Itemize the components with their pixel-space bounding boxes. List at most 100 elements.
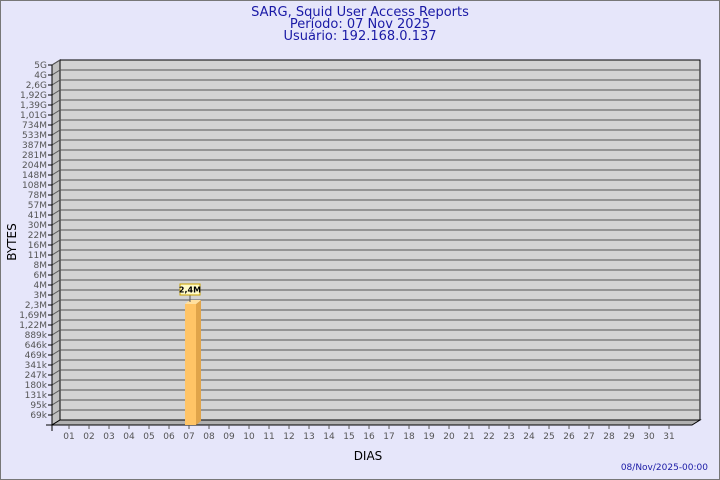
gridline-side [51, 259, 61, 266]
y-tick-label: 57M [28, 201, 47, 211]
gridline-side [51, 69, 61, 76]
y-tick-label: 78M [28, 191, 47, 201]
x-tick-label: 13 [303, 432, 314, 442]
y-tick-label: 889k [25, 331, 48, 341]
y-tick-label: 247k [25, 371, 48, 381]
gridline-side [51, 199, 61, 206]
y-tick-label: 108M [22, 181, 47, 191]
gridline-side [51, 179, 61, 186]
y-tick-label: 2,6G [26, 81, 47, 91]
y-tick-label: 131k [25, 391, 48, 401]
x-tick-label: 15 [343, 432, 354, 442]
gridline-side [51, 389, 61, 396]
x-tick-label: 27 [583, 432, 594, 442]
data-label-box [179, 283, 201, 296]
x-tick-label: 21 [463, 432, 474, 442]
y-tick-label: 4G [34, 71, 47, 81]
y-axis-label: BYTES [5, 223, 19, 260]
gridline-side [51, 409, 61, 416]
y-tick-label: 387M [22, 141, 47, 151]
x-tick-label: 04 [123, 432, 135, 442]
y-tick-label: 22M [28, 231, 47, 241]
x-tick-label: 03 [103, 432, 114, 442]
gridline-side [51, 359, 61, 366]
gridline-side [51, 299, 61, 306]
x-tick-label: 26 [563, 432, 575, 442]
gridline-side [51, 349, 61, 356]
data-label: 2,4M [179, 285, 201, 294]
gridline-side [51, 189, 61, 196]
x-tick-label: 24 [523, 432, 535, 442]
gridline-side [51, 339, 61, 346]
gridline-side [51, 149, 61, 156]
chart-title: SARG, Squid User Access Reports [251, 5, 469, 20]
y-tick-label: 1,39G [20, 101, 47, 111]
y-tick-label: 16M [28, 241, 47, 251]
gridline-side [51, 169, 61, 176]
y-tick-label: 11M [28, 251, 47, 261]
x-tick-label: 09 [223, 432, 235, 442]
y-tick-label: 2,3M [25, 301, 47, 311]
x-tick-label: 28 [603, 432, 615, 442]
y-tick-label: 734M [22, 121, 47, 131]
y-tick-label: 3M [34, 291, 48, 301]
x-tick-label: 23 [503, 432, 514, 442]
gridline-side [51, 59, 61, 66]
x-tick-label: 22 [483, 432, 494, 442]
y-tick-label: 41M [28, 211, 47, 221]
gridline-side [51, 309, 61, 316]
gridline-side [51, 249, 61, 256]
x-tick-label: 01 [63, 432, 74, 442]
gridline-side [51, 159, 61, 166]
y-tick-label: 1,01G [20, 111, 47, 121]
y-tick-label: 6M [34, 271, 48, 281]
x-tick-label: 07 [183, 432, 194, 442]
x-tick-label: 05 [143, 432, 154, 442]
y-tick-label: 1,92G [20, 91, 47, 101]
x-tick-label: 19 [423, 432, 435, 442]
y-tick-label: 533M [22, 131, 47, 141]
gridline-side [51, 329, 61, 336]
chart-subtitle-user: Usuário: 192.168.0.137 [283, 29, 436, 44]
y-tick-label: 30M [28, 221, 47, 231]
gridline-side [51, 109, 61, 116]
y-tick-label: 95k [30, 401, 47, 411]
x-tick-label: 11 [263, 432, 274, 442]
gridline-side [51, 219, 61, 226]
y-tick-label: 4M [34, 281, 48, 291]
x-tick-label: 16 [363, 432, 375, 442]
x-tick-label: 08 [203, 432, 215, 442]
gridline-side [51, 79, 61, 86]
gridline-side [51, 139, 61, 146]
x-tick-label: 17 [383, 432, 394, 442]
x-tick-label: 10 [243, 432, 255, 442]
x-tick-label: 20 [443, 432, 455, 442]
gridline-side [51, 289, 61, 296]
x-tick-label: 30 [643, 432, 655, 442]
gridline-side [51, 119, 61, 126]
y-tick-label: 341k [25, 361, 48, 371]
y-tick-label: 646k [25, 341, 48, 351]
y-tick-label: 1,69M [19, 311, 47, 321]
gridline-side [51, 399, 61, 406]
bar-front [185, 303, 196, 425]
gridline-side [51, 99, 61, 106]
y-tick-label: 1,22M [19, 321, 47, 331]
gridline-side [51, 379, 61, 386]
y-tick-label: 469k [25, 351, 48, 361]
y-tick-label: 8M [34, 261, 48, 271]
gridline-side [51, 129, 61, 136]
gridline-side [51, 369, 61, 376]
y-tick-label: 204M [22, 161, 47, 171]
gridline-side [51, 269, 61, 276]
x-tick-label: 31 [663, 432, 674, 442]
gridline-side [51, 279, 61, 286]
x-tick-label: 02 [83, 432, 94, 442]
y-tick-label: 180k [25, 381, 48, 391]
chart-subtitle-period: Período: 07 Nov 2025 [290, 17, 430, 32]
y-tick-label: 69k [30, 411, 47, 421]
gridline-side [51, 229, 61, 236]
x-tick-label: 25 [543, 432, 554, 442]
gridline-side [51, 319, 61, 326]
